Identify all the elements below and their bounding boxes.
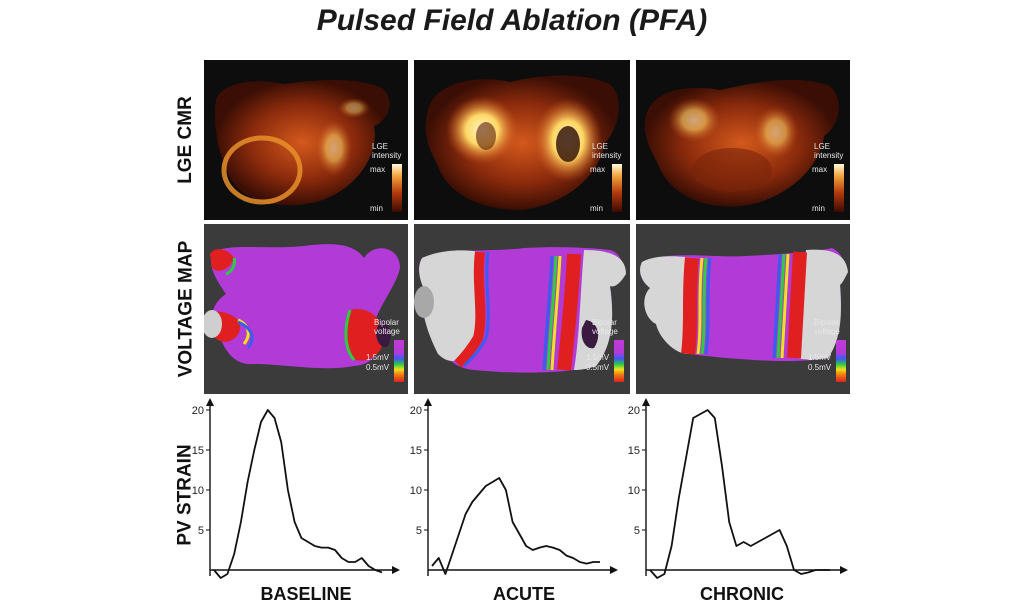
x-axis-arrow <box>840 566 848 574</box>
legend-color-bar <box>612 164 622 212</box>
row-label-lge-text: LGE CMR <box>175 96 197 184</box>
series-line <box>431 477 600 575</box>
voltage-panel-chronic: Bipolar voltage 1.5mV 0.5mV <box>636 224 850 394</box>
voltage-map-baseline <box>204 244 400 369</box>
y-axis-arrow <box>206 398 214 406</box>
voltage-legend-chronic: Bipolar voltage 1.5mV 0.5mV <box>808 318 850 394</box>
row-label-voltage-map: VOLTAGE MAP <box>172 224 200 394</box>
voltage-panel-acute: Bipolar voltage 1.5mV 0.5mV <box>414 224 630 394</box>
voltage-legend-baseline: Bipolar voltage 1.5mV 0.5mV <box>366 318 408 394</box>
legend-title: Bipolar <box>374 318 399 327</box>
voltage-legend-acute: Bipolar voltage 1.5mV 0.5mV <box>586 318 630 394</box>
phase-label-acute: ACUTE <box>493 584 555 604</box>
row-label-lge-cmr: LGE CMR <box>172 60 200 220</box>
lge-image-acute <box>425 75 619 210</box>
x-axis-arrow <box>610 566 618 574</box>
lge-legend-baseline: LGE intensity max min <box>370 142 408 218</box>
y-tick-label: 20 <box>410 405 422 417</box>
legend-high-label: 1.5mV <box>366 353 390 362</box>
phase-label-baseline: BASELINE <box>260 584 352 604</box>
legend-title: voltage <box>374 327 400 336</box>
legend-color-bar <box>614 340 624 382</box>
series-line <box>213 409 383 579</box>
y-tick-label: 15 <box>192 445 204 457</box>
legend-title: intensity <box>372 151 402 160</box>
legend-color-bar <box>834 164 844 212</box>
legend-high-label: 1.5mV <box>808 353 832 362</box>
y-tick-label: 20 <box>192 405 204 417</box>
legend-title: intensity <box>592 151 622 160</box>
legend-min-label: min <box>370 204 383 213</box>
lge-panel-acute: LGE intensity max min <box>414 60 630 220</box>
legend-high-label: 1.5mV <box>586 353 610 362</box>
y-tick-label: 10 <box>410 485 422 497</box>
y-tick-label: 10 <box>192 485 204 497</box>
legend-max-label: max <box>812 165 828 174</box>
strain-chart-acute: 5 10 15 20 <box>410 398 618 576</box>
legend-color-bar <box>836 340 846 382</box>
legend-title: LGE <box>592 142 609 151</box>
lge-image-chronic <box>644 79 839 207</box>
figure-title: Pulsed Field Ablation (PFA) <box>316 4 708 37</box>
legend-title: Bipolar <box>592 318 617 327</box>
legend-low-label: 0.5mV <box>366 363 390 372</box>
legend-low-label: 0.5mV <box>808 363 832 372</box>
voltage-panel-baseline: Bipolar voltage 1.5mV 0.5mV <box>204 224 408 394</box>
legend-title: voltage <box>592 327 618 336</box>
lge-panel-chronic: LGE intensity max min <box>636 60 850 220</box>
lge-panel-baseline: LGE intensity max min <box>204 60 408 220</box>
row-label-voltage-text: VOLTAGE MAP <box>175 240 196 378</box>
strain-chart-chronic: 5 10 15 20 <box>628 398 848 579</box>
legend-color-bar <box>392 164 402 212</box>
lge-legend-acute: LGE intensity max min <box>590 142 630 218</box>
legend-max-label: max <box>370 165 386 174</box>
y-tick-label: 15 <box>410 445 422 457</box>
series-line <box>649 409 830 579</box>
legend-color-bar <box>394 340 404 382</box>
legend-min-label: min <box>812 204 825 213</box>
phase-label-chronic: CHRONIC <box>700 584 784 604</box>
lge-legend-chronic: LGE intensity max min <box>812 142 850 218</box>
legend-title: voltage <box>814 327 840 336</box>
y-tick-label: 5 <box>198 525 204 537</box>
y-tick-label: 10 <box>628 485 640 497</box>
x-axis-arrow <box>392 566 400 574</box>
y-tick-label: 20 <box>628 405 640 417</box>
legend-low-label: 0.5mV <box>586 363 610 372</box>
lge-image-baseline <box>214 80 390 206</box>
y-tick-label: 15 <box>628 445 640 457</box>
legend-title: intensity <box>814 151 844 160</box>
legend-title: LGE <box>814 142 831 151</box>
strain-chart-baseline: 5 10 15 20 <box>192 398 400 579</box>
legend-max-label: max <box>590 165 606 174</box>
y-tick-label: 5 <box>634 525 640 537</box>
y-axis-arrow <box>642 398 650 406</box>
y-tick-label: 5 <box>416 525 422 537</box>
legend-title: Bipolar <box>814 318 839 327</box>
legend-min-label: min <box>590 204 603 213</box>
y-axis-arrow <box>424 398 432 406</box>
voltage-map-chronic <box>640 248 848 362</box>
legend-title: LGE <box>372 142 389 151</box>
voltage-map-acute <box>414 247 626 373</box>
